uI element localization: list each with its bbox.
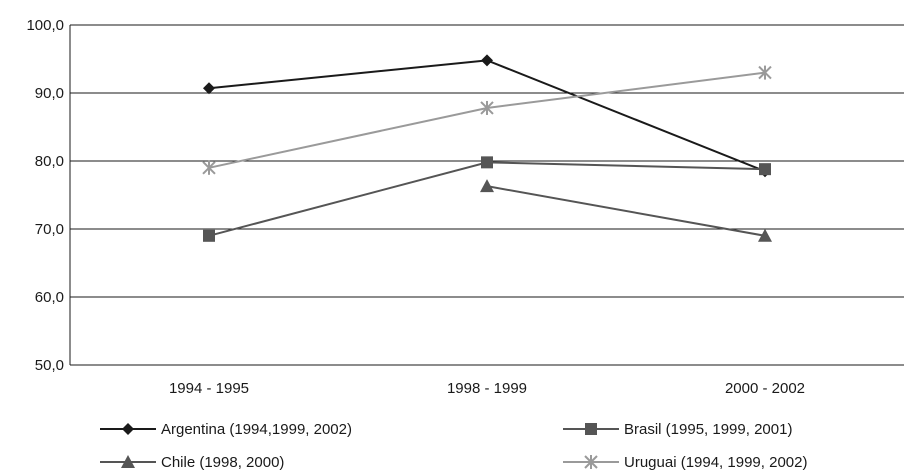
legend-marker [584,455,598,469]
data-point [481,54,493,67]
data-point [759,163,771,176]
legend-item: Argentina (1994,1999, 2002) [100,421,352,438]
series-3 [202,65,772,175]
data-point [480,100,494,115]
y-tick-label: 100,0 [26,17,64,34]
x-tick-labels: 1994 - 1995 1998 - 1999 2000 - 2002 [169,380,805,397]
legend-label: Brasil (1995, 1999, 2001) [624,421,792,438]
series-lines [202,54,772,242]
x-tick-label: 1998 - 1999 [447,380,527,397]
legend-item: Chile (1998, 2000) [100,454,284,471]
gridlines [70,24,904,366]
data-point [481,156,493,169]
x-tick-label: 2000 - 2002 [725,380,805,397]
legend-marker [122,423,134,435]
legend-item: Uruguai (1994, 1999, 2002) [563,454,807,471]
legend-label: Uruguai (1994, 1999, 2002) [624,454,807,471]
data-point [202,160,216,175]
series-line [486,185,766,237]
data-point [203,229,215,242]
data-point [758,228,772,242]
y-tick-label: 80,0 [35,153,64,170]
x-tick-label: 1994 - 1995 [169,380,249,397]
y-tick-label: 60,0 [35,289,64,306]
y-tick-label: 90,0 [35,85,64,102]
data-point [203,82,215,95]
series-line [208,59,766,173]
data-point [480,179,494,193]
series-line [208,161,766,237]
series-2 [480,179,772,242]
legend-label: Chile (1998, 2000) [161,454,284,471]
legend-item: Brasil (1995, 1999, 2001) [563,421,792,438]
series-line [208,71,766,169]
legend-label: Argentina (1994,1999, 2002) [161,421,352,438]
legend-marker [585,423,597,435]
legend: Argentina (1994,1999, 2002) Brasil (1995,… [100,421,807,471]
legend-marker [121,455,135,468]
series-1 [203,156,771,242]
y-tick-label: 50,0 [35,357,64,374]
data-point [758,65,772,80]
y-tick-labels: 50,0 60,0 70,0 80,0 90,0 100,0 [26,17,64,374]
y-tick-label: 70,0 [35,221,64,238]
